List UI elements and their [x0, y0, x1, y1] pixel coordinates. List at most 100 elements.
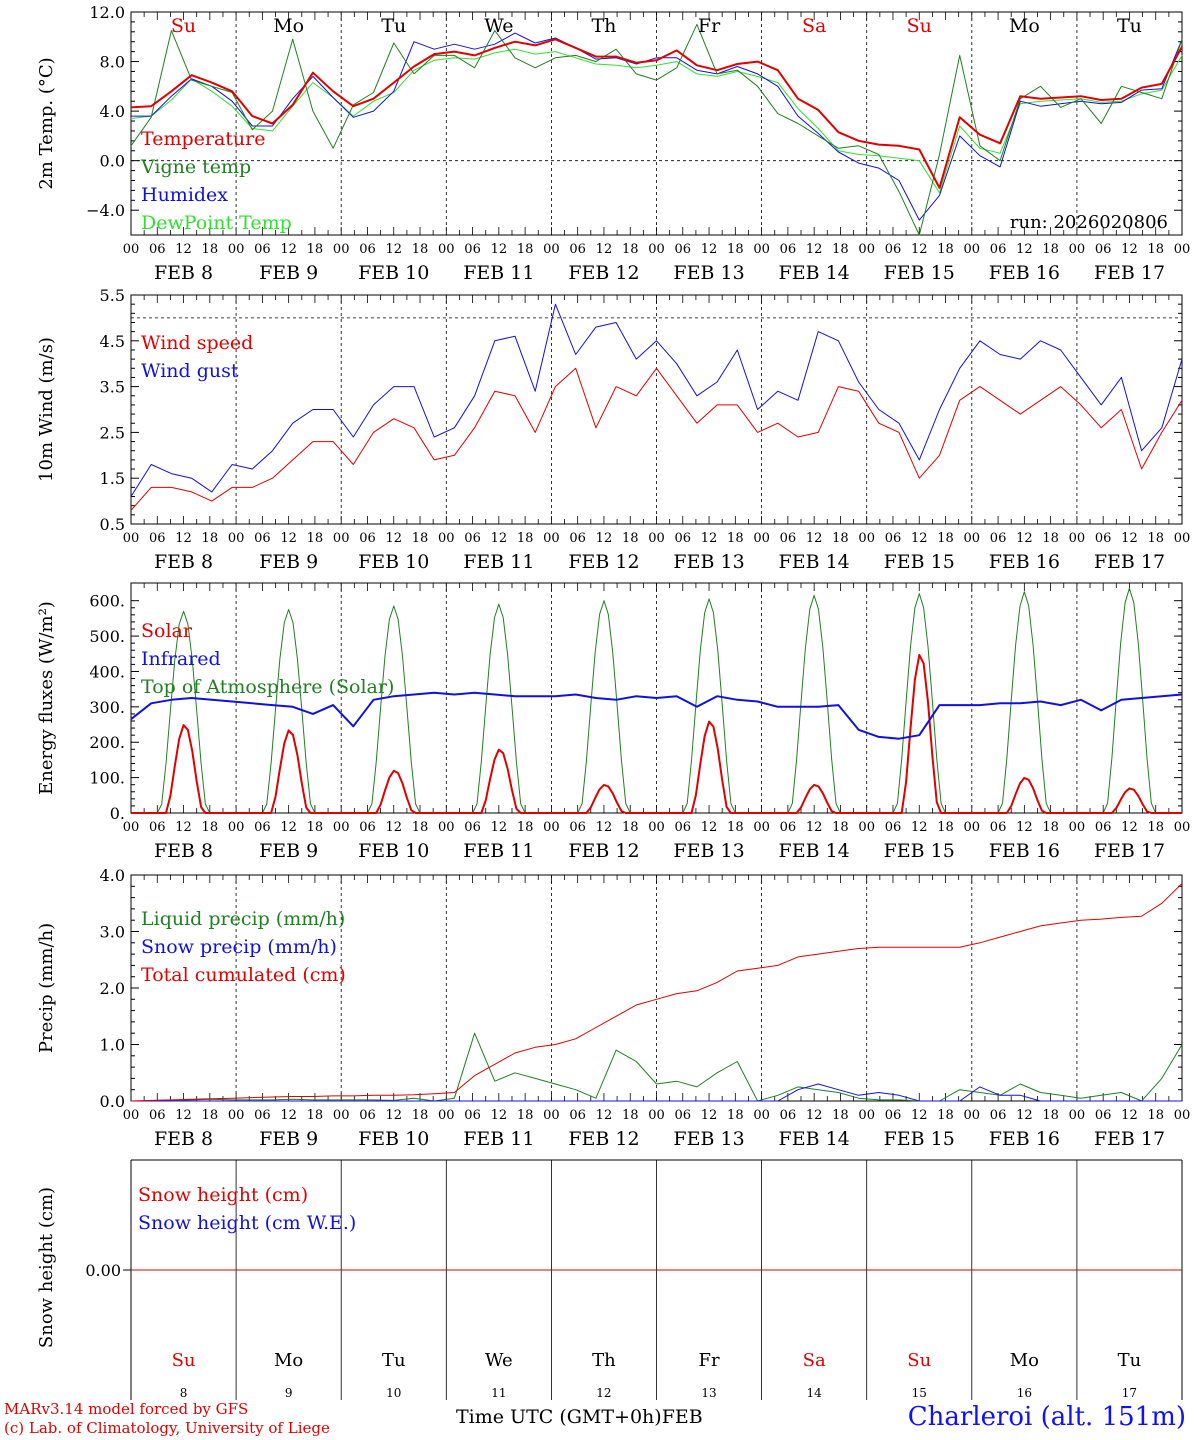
- x-hour-label: 06: [1095, 1108, 1112, 1123]
- x-hour-label: 00: [1174, 531, 1191, 546]
- x-hour-label: 12: [806, 242, 823, 257]
- x-hour-label: 06: [1095, 820, 1112, 835]
- x-hour-label: 12: [596, 531, 613, 546]
- x-hour-label: 06: [359, 1108, 376, 1123]
- day-number: 10: [386, 1386, 401, 1400]
- x-hour-label: 18: [307, 242, 324, 257]
- x-hour-label: 18: [1042, 1108, 1059, 1123]
- series-infrared: [130, 691, 1183, 740]
- x-date-label: FEB 12: [568, 551, 639, 573]
- y-tick-label: 0.0: [100, 1092, 125, 1111]
- x-hour-label: 06: [149, 820, 166, 835]
- x-hour-label: 18: [1042, 820, 1059, 835]
- day-name: Fr: [699, 1350, 720, 1371]
- x-hour-label: 12: [701, 1108, 718, 1123]
- x-hour-label: 06: [675, 820, 692, 835]
- x-hour-label: 06: [569, 242, 586, 257]
- day-name: Mo: [1009, 15, 1040, 37]
- day-name: Th: [591, 15, 616, 37]
- x-hour-label: 00: [228, 242, 245, 257]
- x-date-label: FEB 8: [154, 840, 213, 862]
- x-date-label: FEB 15: [884, 262, 955, 284]
- x-hour-label: 00: [333, 531, 350, 546]
- x-date-label: FEB 10: [358, 262, 429, 284]
- x-hour-label: 00: [1069, 531, 1086, 546]
- legend-solar: Solar: [141, 620, 193, 642]
- x-hour-label: 12: [385, 242, 402, 257]
- x-date-label: FEB 15: [884, 1128, 955, 1150]
- series-total-cumulated-cm-: [130, 883, 1183, 1102]
- x-hour-label: 12: [806, 820, 823, 835]
- y-tick-label: 0.0: [100, 152, 125, 171]
- x-date-label: FEB 11: [463, 262, 534, 284]
- x-hour-label: 12: [280, 1108, 297, 1123]
- panel-snow: 0.00 Snow height (cm) Snow height (cm) Snow…: [36, 1159, 1183, 1400]
- x-hour-label: 00: [543, 242, 560, 257]
- day-name: Tu: [1117, 15, 1142, 37]
- x-hour-label: 12: [175, 242, 192, 257]
- footer-credits: MARv3.14 model forced by GFS (c) Lab. of…: [4, 1400, 330, 1438]
- x-hour-label: 00: [123, 531, 140, 546]
- x-hour-label: 06: [149, 1108, 166, 1123]
- y-tick-label: 12.0: [89, 3, 125, 22]
- day-name: Su: [171, 15, 196, 37]
- x-hour-label: 18: [937, 1108, 954, 1123]
- x-hour-label: 06: [464, 531, 481, 546]
- y-axis-label: 10m Wind (m/s): [36, 337, 57, 482]
- x-hour-label: 06: [359, 242, 376, 257]
- x-date-label: FEB 17: [1094, 840, 1165, 862]
- x-hour-label: 06: [780, 531, 797, 546]
- x-hour-label: 18: [517, 1108, 534, 1123]
- x-date-label: FEB 14: [779, 262, 850, 284]
- x-hour-label: 12: [175, 531, 192, 546]
- series-liquid-precip-mm-h-: [131, 1032, 1183, 1102]
- x-hour-label: 00: [1069, 1108, 1086, 1123]
- x-hour-label: 12: [701, 242, 718, 257]
- x-hour-label: 18: [412, 531, 429, 546]
- x-date-label: FEB 16: [989, 551, 1060, 573]
- day-number: 17: [1122, 1386, 1137, 1400]
- x-hour-label: 00: [438, 242, 455, 257]
- x-hour-label: 06: [990, 242, 1007, 257]
- lab-credit: (c) Lab. of Climatology, University of L…: [4, 1419, 330, 1437]
- x-hour-label: 18: [307, 820, 324, 835]
- legend-humidex: Humidex: [141, 184, 228, 206]
- x-hour-label: 00: [228, 531, 245, 546]
- legend-liquid-precip-mm-h-: Liquid precip (mm/h): [141, 908, 345, 930]
- x-hour-label: 12: [911, 242, 928, 257]
- x-hour-label: 06: [780, 242, 797, 257]
- x-hour-label: 00: [858, 531, 875, 546]
- y-tick-label: 4.0: [100, 866, 125, 885]
- x-hour-label: 06: [464, 242, 481, 257]
- legend-dewpoint-temp: DewPoint Temp: [141, 212, 292, 234]
- y-tick-label: 4.0: [100, 102, 125, 121]
- x-hour-label: 18: [622, 1108, 639, 1123]
- x-date-label: FEB 15: [884, 840, 955, 862]
- day-number: 8: [180, 1386, 188, 1400]
- x-date-label: FEB 13: [673, 262, 744, 284]
- x-date-label: FEB 16: [989, 840, 1060, 862]
- x-date-label: FEB 12: [568, 840, 639, 862]
- x-hour-label: 06: [254, 820, 271, 835]
- day-name: We: [484, 15, 513, 37]
- x-hour-label: 12: [1016, 531, 1033, 546]
- y-axis-label: 2m Temp. (°C): [36, 57, 57, 189]
- x-date-label: FEB 17: [1094, 262, 1165, 284]
- series-wind-speed: [130, 367, 1183, 511]
- day-name: Mo: [1010, 1350, 1039, 1371]
- day-number: 14: [807, 1386, 823, 1400]
- x-hour-label: 18: [727, 242, 744, 257]
- x-hour-label: 06: [464, 820, 481, 835]
- x-hour-label: 18: [727, 531, 744, 546]
- meteogram: −4.0 0.0 4.0 8.0 12.0 2m Temp. (°C) 00 06 12 18 FE…: [36, 3, 1191, 1400]
- day-name: Su: [907, 1350, 931, 1371]
- x-date-label: FEB 11: [463, 551, 534, 573]
- x-hour-label: 12: [1016, 242, 1033, 257]
- x-hour-label: 18: [1147, 1108, 1164, 1123]
- x-hour-label: 00: [753, 1108, 770, 1123]
- x-date-label: FEB 17: [1094, 551, 1165, 573]
- legend-infrared: Infrared: [141, 648, 221, 670]
- x-date-label: FEB 9: [259, 1128, 318, 1150]
- day-name: Mo: [273, 15, 304, 37]
- x-hour-label: 00: [648, 531, 665, 546]
